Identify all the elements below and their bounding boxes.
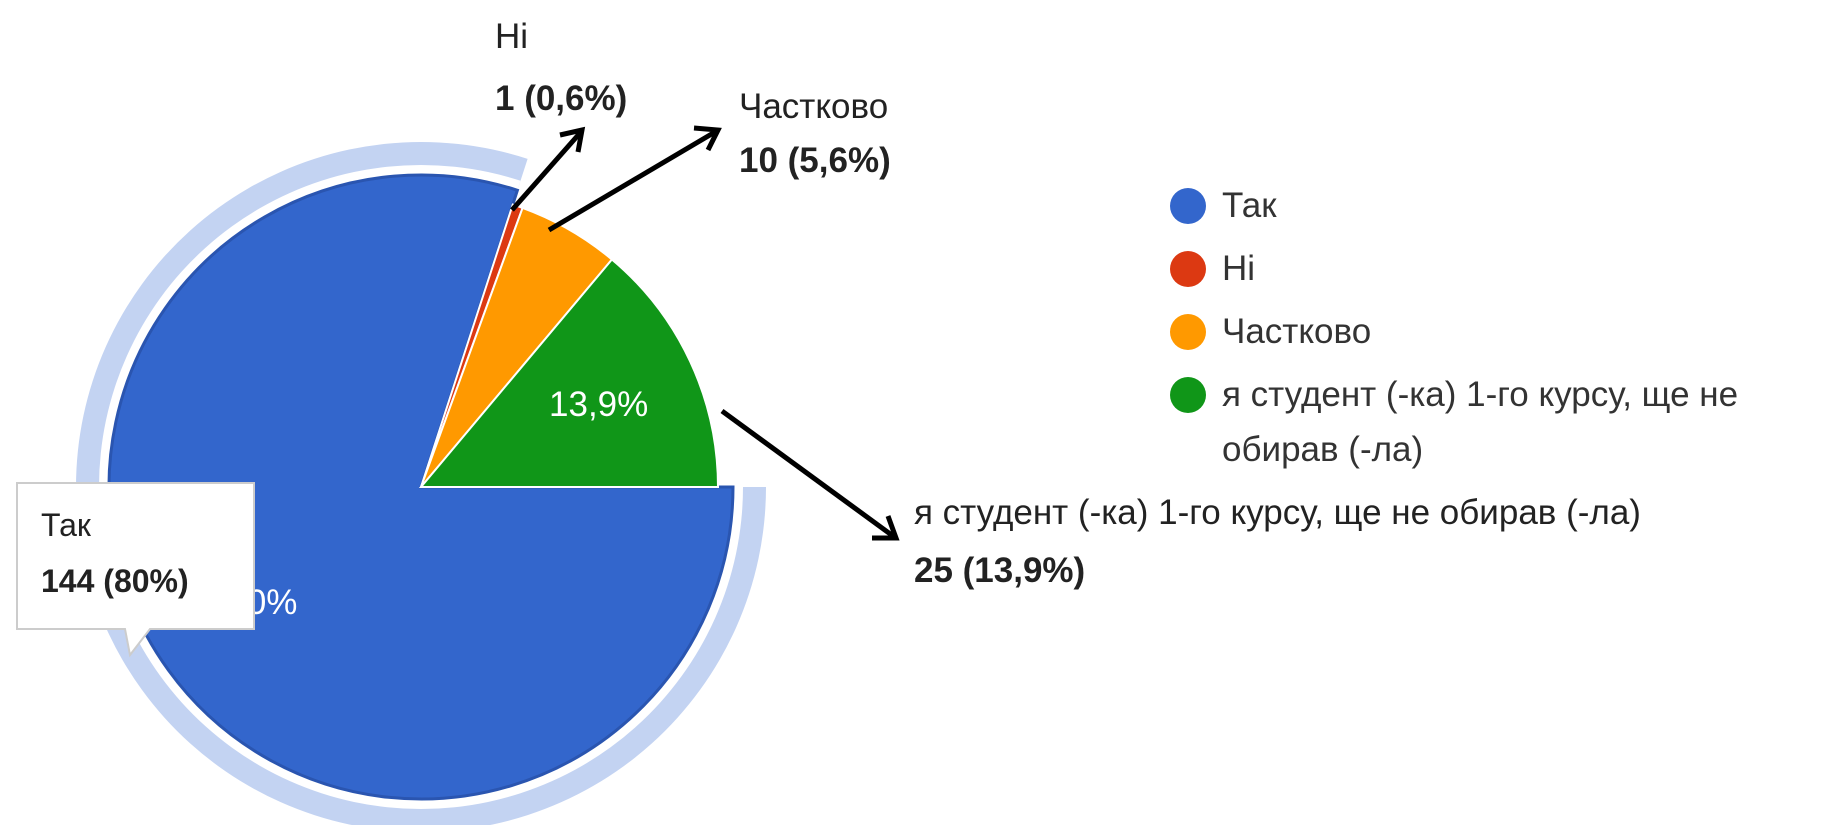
legend-label: Так [1222,186,1277,225]
legend-swatch [1170,377,1206,413]
legend-swatch [1170,314,1206,350]
tooltip: Так 144 (80%) [16,482,255,658]
legend-swatch [1170,251,1206,287]
label-name: я студент (-ка) 1-го курсу, ще не обирав… [914,493,1641,532]
tooltip-name: Так [41,507,92,543]
legend-label: я студент (-ка) 1-го курсу, ще не обирав… [1222,375,1739,469]
label-name: Ні [495,17,528,56]
arrow-head [872,515,900,541]
pie: 80%13,9% [76,142,766,825]
legend-swatch [1170,188,1206,224]
tooltip-box [16,482,255,658]
legend: Так Ні Частково я студент (-ка) 1-го курсу,… [1170,178,1820,485]
legend-label: Частково [1222,312,1372,351]
arrows [510,125,900,541]
slice [418,258,720,488]
label-value: 10 (5,6%) [739,141,891,180]
label-value: 1 (0,6%) [495,79,627,118]
legend-label: Ні [1222,249,1256,288]
legend-item: Ні [1170,241,1820,296]
tooltip-value: 144 (80%) [41,563,189,599]
arrow [720,408,895,539]
arrow [547,129,717,233]
label-value: 25 (13,9%) [914,551,1085,590]
slice-label: 13,9% [549,385,648,424]
legend-item: Так [1170,178,1820,233]
arrow-head [559,126,586,153]
label-name: Частково [739,87,888,126]
legend-item: я студент (-ка) 1-го курсу, ще не обирав… [1170,367,1820,477]
legend-item: Частково [1170,304,1820,359]
arrow [510,131,582,212]
arrow-head [693,125,722,152]
